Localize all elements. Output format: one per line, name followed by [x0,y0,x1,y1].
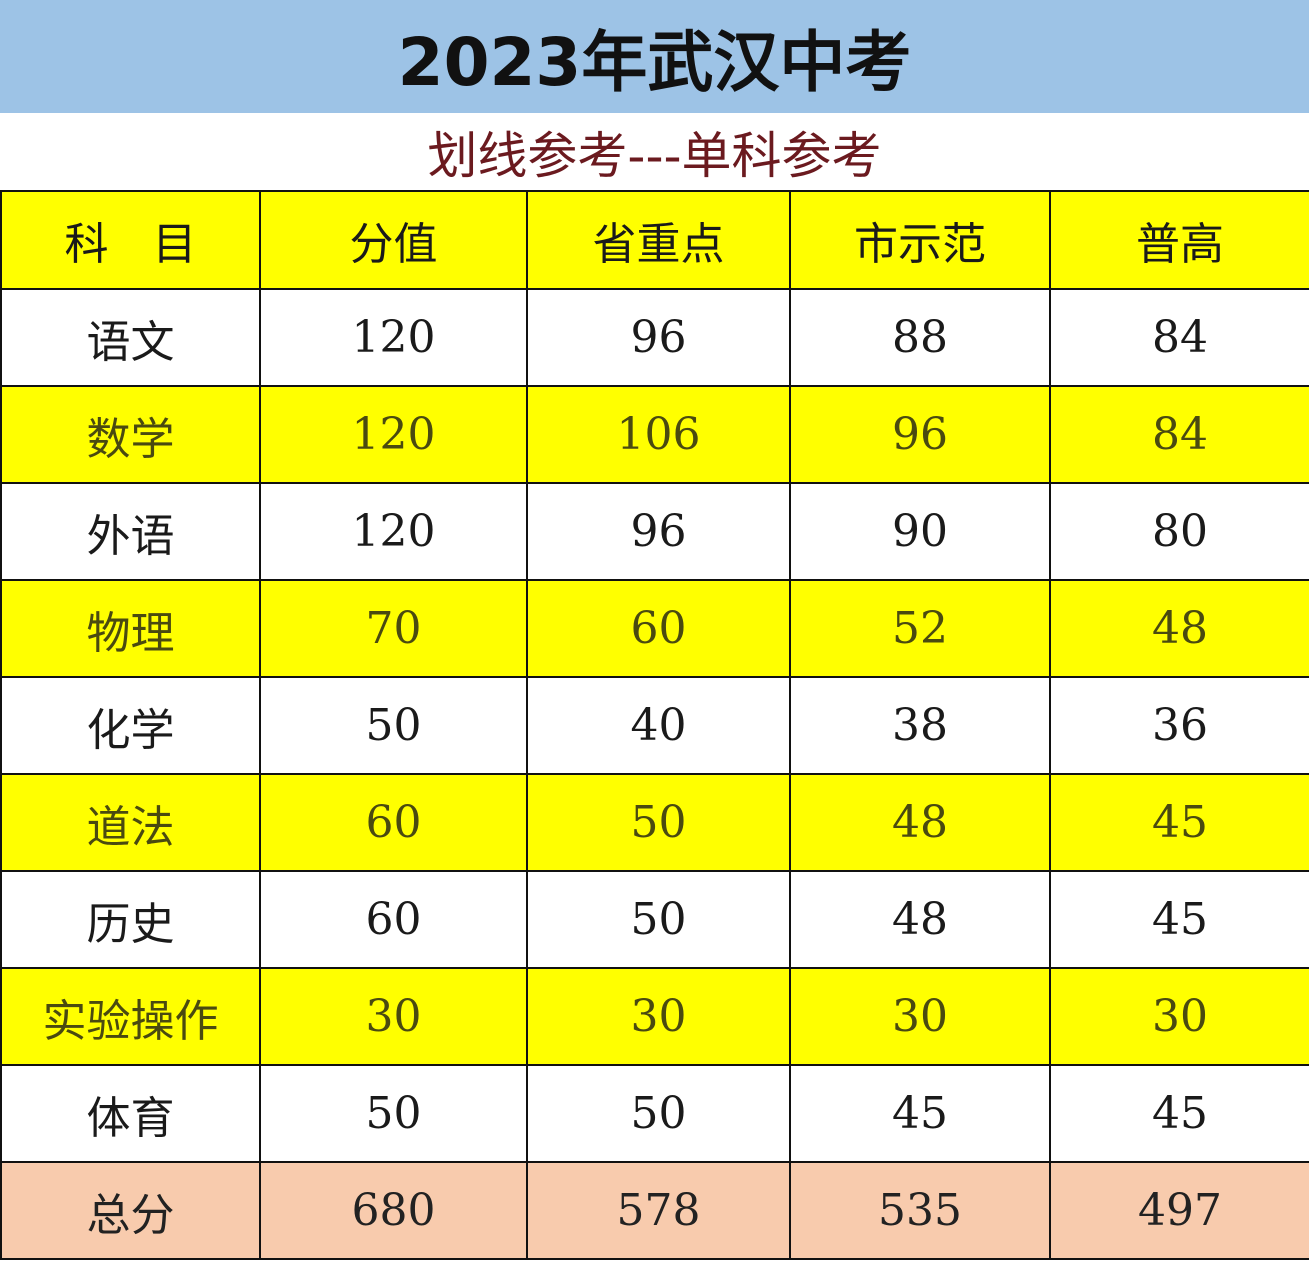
total-cell: 535 [789,1161,1051,1260]
total-row: 总分 680 578 535 497 [0,1161,1309,1260]
score-cell: 84 [1049,288,1309,387]
table-row: 实验操作 30 30 30 30 [0,967,1309,1066]
score-cell: 80 [1049,482,1309,581]
score-cell: 90 [789,482,1051,581]
score-cell: 38 [789,676,1051,775]
header-city-model: 市示范 [789,190,1051,290]
score-cell: 45 [1049,773,1309,872]
score-table: 科 目 分值 省重点 市示范 普高 语文 120 96 88 84 数学 120 106 96 8… [0,190,1309,1260]
score-cell: 96 [526,288,791,387]
score-cell: 48 [789,773,1051,872]
score-cell: 60 [259,870,528,969]
score-cell: 50 [526,1064,791,1163]
page-subtitle: 划线参考---单科参考 [427,126,882,185]
score-cell: 30 [789,967,1051,1066]
header-general-high: 普高 [1049,190,1309,290]
page-title: 2023年武汉中考 [0,0,1309,113]
score-cell: 45 [789,1064,1051,1163]
score-cell: 70 [259,579,528,678]
subject-cell: 语文 [0,288,261,387]
score-cell: 50 [526,773,791,872]
subject-cell: 外语 [0,482,261,581]
table-row: 物理 70 60 52 48 [0,579,1309,678]
subject-cell: 数学 [0,385,261,484]
total-label: 总分 [0,1161,261,1260]
total-cell: 578 [526,1161,791,1260]
table-row: 道法 60 50 48 45 [0,773,1309,872]
score-cell: 45 [1049,870,1309,969]
subject-cell: 物理 [0,579,261,678]
table-row: 化学 50 40 38 36 [0,676,1309,775]
score-cell: 45 [1049,1064,1309,1163]
score-cell: 120 [259,385,528,484]
score-cell: 106 [526,385,791,484]
header-provincial-key: 省重点 [526,190,791,290]
subject-cell: 历史 [0,870,261,969]
score-cell: 30 [1049,967,1309,1066]
subject-cell: 化学 [0,676,261,775]
table-row: 历史 60 50 48 45 [0,870,1309,969]
score-cell: 50 [526,870,791,969]
subject-cell: 体育 [0,1064,261,1163]
score-cell: 88 [789,288,1051,387]
table-row: 数学 120 106 96 84 [0,385,1309,484]
score-cell: 120 [259,288,528,387]
score-cell: 96 [789,385,1051,484]
table-row: 语文 120 96 88 84 [0,288,1309,387]
score-cell: 52 [789,579,1051,678]
score-cell: 96 [526,482,791,581]
score-cell: 60 [259,773,528,872]
score-cell: 30 [259,967,528,1066]
header-subject: 科 目 [0,190,261,290]
score-cell: 30 [526,967,791,1066]
score-cell: 48 [1049,579,1309,678]
header-row: 科 目 分值 省重点 市示范 普高 [0,190,1309,290]
score-cell: 60 [526,579,791,678]
score-cell: 36 [1049,676,1309,775]
subject-cell: 道法 [0,773,261,872]
total-cell: 680 [259,1161,528,1260]
table-row: 外语 120 96 90 80 [0,482,1309,581]
subject-cell: 实验操作 [0,967,261,1066]
score-cell: 48 [789,870,1051,969]
score-cell: 40 [526,676,791,775]
score-cell: 84 [1049,385,1309,484]
score-cell: 50 [259,676,528,775]
score-cell: 120 [259,482,528,581]
score-cell: 50 [259,1064,528,1163]
total-cell: 497 [1049,1161,1309,1260]
table-row: 体育 50 50 45 45 [0,1064,1309,1163]
header-full-score: 分值 [259,190,528,290]
